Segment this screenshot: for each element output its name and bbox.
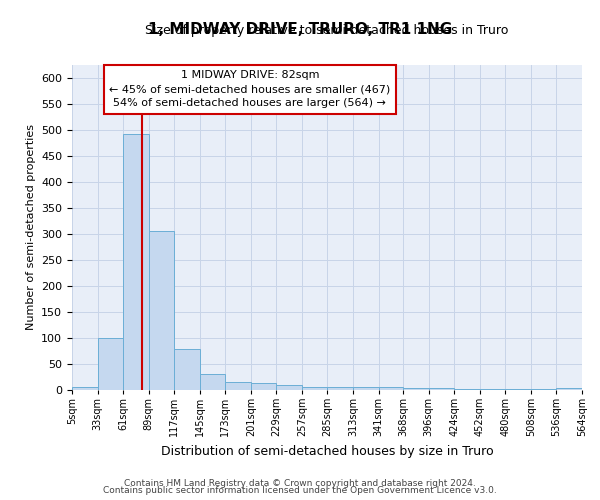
- Bar: [454, 389, 480, 390]
- Text: 1, MIDWAY DRIVE, TRURO, TR1 1NG: 1, MIDWAY DRIVE, TRURO, TR1 1NG: [148, 22, 452, 38]
- Bar: [328, 388, 353, 390]
- Bar: [200, 374, 225, 390]
- Text: Contains public sector information licensed under the Open Government Licence v3: Contains public sector information licen…: [103, 486, 497, 495]
- Title: Size of property relative to semi-detached houses in Truro: Size of property relative to semi-detach…: [145, 24, 509, 38]
- X-axis label: Distribution of semi-detached houses by size in Truro: Distribution of semi-detached houses by …: [161, 445, 493, 458]
- Bar: [174, 349, 200, 390]
- Bar: [302, 388, 328, 390]
- Bar: [251, 382, 277, 390]
- Bar: [480, 389, 505, 390]
- Bar: [72, 388, 98, 390]
- Bar: [225, 382, 251, 390]
- Text: 1 MIDWAY DRIVE: 82sqm
← 45% of semi-detached houses are smaller (467)
54% of sem: 1 MIDWAY DRIVE: 82sqm ← 45% of semi-deta…: [109, 70, 391, 108]
- Bar: [505, 389, 531, 390]
- Bar: [277, 385, 302, 390]
- Bar: [149, 232, 174, 390]
- Bar: [123, 134, 149, 390]
- Bar: [556, 388, 582, 390]
- Bar: [403, 388, 429, 390]
- Bar: [353, 388, 379, 390]
- Bar: [429, 388, 454, 390]
- Text: Contains HM Land Registry data © Crown copyright and database right 2024.: Contains HM Land Registry data © Crown c…: [124, 478, 476, 488]
- Bar: [531, 389, 556, 390]
- Y-axis label: Number of semi-detached properties: Number of semi-detached properties: [26, 124, 35, 330]
- Bar: [379, 388, 403, 390]
- Bar: [98, 338, 123, 390]
